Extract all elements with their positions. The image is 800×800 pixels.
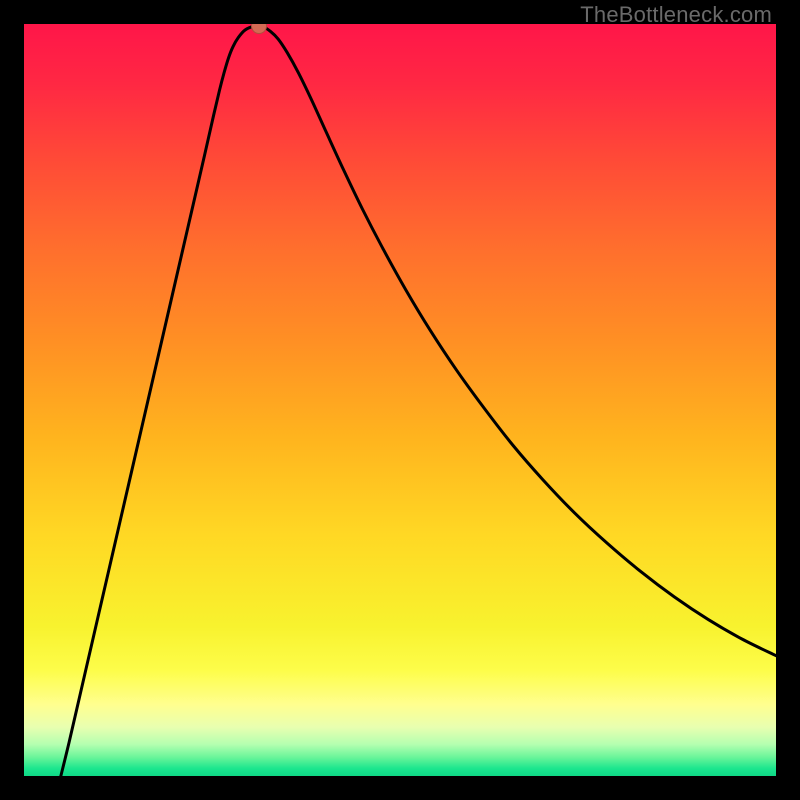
watermark-text: TheBottleneck.com bbox=[580, 2, 772, 28]
frame-left bbox=[0, 0, 24, 800]
frame-right bbox=[776, 0, 800, 800]
plot-area bbox=[24, 24, 776, 776]
bottleneck-curve bbox=[24, 24, 776, 776]
frame-bottom bbox=[0, 776, 800, 800]
